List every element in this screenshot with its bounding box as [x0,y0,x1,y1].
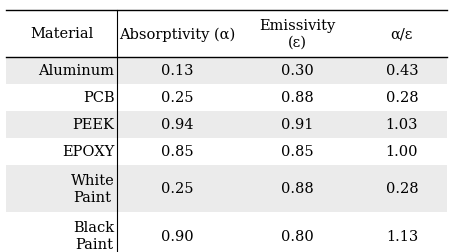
Text: Absorptivity (α): Absorptivity (α) [119,27,235,41]
Text: 0.43: 0.43 [386,64,418,78]
Text: 0.25: 0.25 [161,182,193,196]
Bar [6,165,447,212]
Text: Material: Material [30,27,93,41]
Text: α/ε: α/ε [391,27,413,41]
Text: 0.80: 0.80 [281,229,313,242]
Text: 0.88: 0.88 [281,91,313,105]
Text: 0.28: 0.28 [386,91,418,105]
Text: 0.85: 0.85 [161,145,193,159]
Text: EPOXY: EPOXY [62,145,115,159]
Text: 0.30: 0.30 [281,64,313,78]
Text: 0.25: 0.25 [161,91,193,105]
Text: 0.85: 0.85 [281,145,313,159]
Bar [6,58,447,84]
Text: White
Paint: White Paint [71,174,115,204]
Text: 0.91: 0.91 [281,118,313,132]
Text: 1.13: 1.13 [386,229,418,242]
Bar [6,111,447,138]
Text: 0.28: 0.28 [386,182,418,196]
Text: 0.88: 0.88 [281,182,313,196]
Text: PCB: PCB [83,91,115,105]
Text: PEEK: PEEK [73,118,115,132]
Text: Emissivity
(ε): Emissivity (ε) [259,19,335,49]
Text: 1.00: 1.00 [386,145,418,159]
Text: 0.13: 0.13 [161,64,193,78]
Text: Aluminum: Aluminum [38,64,115,78]
Text: 1.03: 1.03 [386,118,418,132]
Text: 0.94: 0.94 [161,118,193,132]
Text: Black
Paint: Black Paint [73,220,115,251]
Text: 0.90: 0.90 [161,229,193,242]
